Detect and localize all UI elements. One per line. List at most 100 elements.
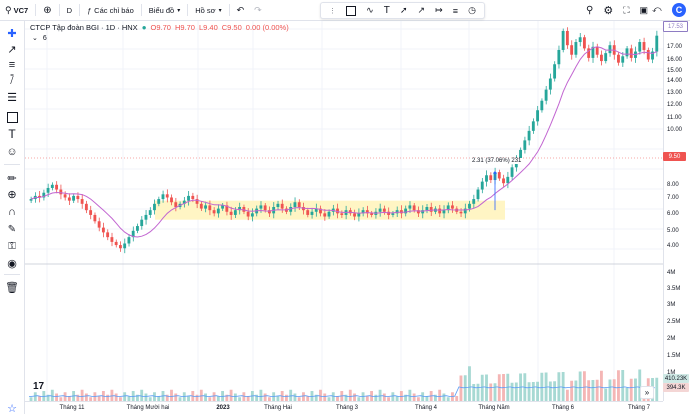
- volume-bar: [118, 397, 122, 401]
- volume-bar: [387, 397, 391, 401]
- volume-bar: [629, 378, 633, 401]
- volume-bar: [110, 389, 114, 401]
- share-icon[interactable]: ⤺: [652, 4, 662, 14]
- pattern-icon[interactable]: ⧶: [10, 74, 14, 87]
- volume-bar: [493, 383, 497, 401]
- fullscreen-icon[interactable]: ⛶: [623, 4, 630, 15]
- drawing-toolbar: ⋮ ∿ T ➚ ↗ ↦ ≡ ◷: [320, 2, 485, 19]
- price-tick-label: 17.00: [667, 44, 683, 50]
- text-icon[interactable]: T: [8, 127, 16, 141]
- volume-bar: [314, 394, 318, 401]
- candle-body: [621, 56, 625, 63]
- candle-body: [118, 245, 122, 249]
- candle-body: [421, 210, 425, 214]
- trendline-tool-icon[interactable]: ➚: [399, 5, 408, 15]
- zoom-search-icon[interactable]: ⚲: [586, 4, 594, 16]
- magnet-icon[interactable]: ∩: [8, 206, 16, 218]
- text-tool-icon[interactable]: T: [383, 5, 390, 16]
- candle-body: [557, 49, 561, 65]
- settings-gear-icon[interactable]: ⚙: [603, 4, 614, 17]
- volume-bar: [412, 393, 416, 401]
- candle-body: [600, 54, 603, 62]
- volume-bar: [595, 379, 599, 401]
- long-position-icon[interactable]: ↦: [435, 5, 443, 15]
- volume-bar: [548, 381, 552, 401]
- volume-bar: [574, 380, 578, 401]
- volume-bar: [246, 396, 250, 401]
- scroll-right-button[interactable]: »: [640, 386, 654, 399]
- time-axis[interactable]: Tháng 11 Tháng Mười hai 2023 Tháng Hai Tháng…: [25, 401, 663, 415]
- favorite-star-icon[interactable]: ☆: [7, 402, 17, 415]
- volume-bar: [536, 381, 540, 401]
- time-tick-label: Tháng 4: [414, 405, 438, 411]
- candle-body: [629, 48, 633, 58]
- volume-bar: [421, 392, 425, 401]
- interval-button[interactable]: D: [66, 5, 72, 15]
- candle-body: [459, 211, 463, 214]
- candle-body: [642, 42, 646, 50]
- profile-label: Hồ sơ: [195, 5, 216, 15]
- volume-bar: [310, 391, 314, 401]
- chart-type-button[interactable]: Biểu đồ ▾: [144, 0, 185, 20]
- candle-body: [89, 210, 93, 215]
- path-tool-icon[interactable]: ∿: [366, 5, 374, 15]
- candle-body: [510, 167, 514, 177]
- ruler-icon[interactable]: ✏: [7, 172, 17, 185]
- candle-body: [587, 48, 591, 58]
- symbol-search[interactable]: ⚲ VC7: [0, 0, 33, 20]
- candle-body: [280, 203, 284, 209]
- volume-bar: [514, 382, 518, 401]
- candle-body: [212, 210, 216, 214]
- measure-tool-icon[interactable]: ◷: [468, 5, 476, 15]
- lock-icon[interactable]: ⚿: [8, 240, 16, 252]
- volume-bar: [510, 382, 514, 401]
- shape-icon[interactable]: [4, 110, 20, 124]
- candle-body: [527, 130, 531, 141]
- eye-icon[interactable]: ◉: [7, 257, 17, 270]
- ray-tool-icon[interactable]: ↗: [417, 5, 426, 15]
- volume-bar: [655, 377, 659, 401]
- candle-body: [646, 49, 650, 60]
- candle-body: [191, 195, 195, 200]
- price-chart[interactable]: [25, 21, 663, 401]
- indicators-button[interactable]: ƒ Các chỉ báo: [82, 0, 139, 20]
- fib-tool-icon[interactable]: ≡: [452, 5, 459, 16]
- candle-body: [136, 226, 139, 231]
- candle-body: [382, 208, 386, 212]
- price-axis[interactable]: 17.00 16.00 15.00 14.00 13.00 12.00 11.00 10.00…: [663, 21, 690, 401]
- indicator-toggle[interactable]: ⌄ 6: [32, 34, 47, 42]
- camera-icon[interactable]: ▣: [639, 4, 649, 15]
- drag-handle-icon[interactable]: ⋮: [329, 7, 337, 15]
- candle-body: [361, 210, 365, 214]
- candle-body: [523, 140, 527, 150]
- time-tick-label: Tháng 3: [335, 405, 359, 411]
- volume-bar: [612, 379, 616, 401]
- lock-drawings-icon[interactable]: ✎: [7, 223, 17, 235]
- channel-icon[interactable]: ≡: [8, 59, 16, 71]
- tradingview-logo[interactable]: 17: [33, 381, 45, 392]
- volume-tick-label: 3.5M: [667, 286, 681, 292]
- fib-icon[interactable]: ☰: [7, 91, 17, 104]
- candle-body: [544, 89, 548, 101]
- brand-logo[interactable]: C: [672, 3, 686, 17]
- emoji-icon[interactable]: ☺: [6, 146, 18, 158]
- crosshair-icon[interactable]: ✚: [7, 27, 17, 40]
- price-tick-label: 16.00: [667, 57, 683, 63]
- candle-body: [208, 205, 212, 211]
- trend-line-icon[interactable]: ↗: [7, 43, 17, 56]
- measure-label: 2.31 (37.06%) 231: [470, 158, 524, 164]
- rectangle-tool-icon[interactable]: [346, 5, 357, 16]
- zoom-icon[interactable]: ⊕: [7, 188, 17, 201]
- legend-low: L9.40: [198, 23, 218, 32]
- profile-button[interactable]: Hồ sơ ▾: [190, 0, 226, 20]
- candle-body: [582, 37, 586, 49]
- undo-button[interactable]: ↶: [232, 0, 250, 20]
- candle-body: [365, 210, 369, 214]
- candle-body: [438, 208, 442, 214]
- time-tick-label: Tháng Mười hai: [126, 405, 170, 411]
- candle-body: [446, 205, 450, 211]
- redo-button[interactable]: ↷: [249, 0, 267, 20]
- trash-icon[interactable]: 🗑: [5, 281, 19, 294]
- compare-button[interactable]: ⊕: [38, 0, 56, 20]
- volume-bar: [84, 393, 88, 401]
